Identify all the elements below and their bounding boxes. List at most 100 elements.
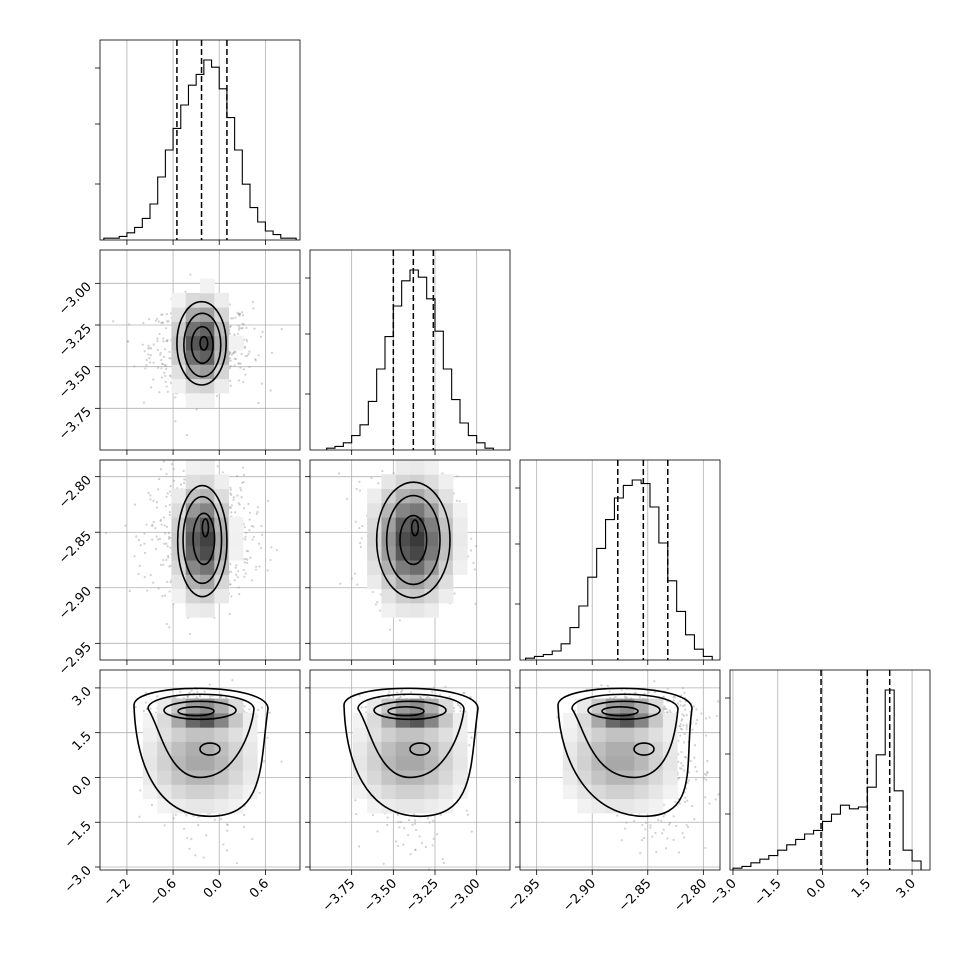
density-cell: [352, 712, 368, 728]
sample-point: [252, 525, 255, 528]
density-cell: [367, 488, 382, 504]
y-tick-label: −3.25: [56, 321, 95, 360]
sample-point: [682, 704, 685, 707]
sample-point: [374, 603, 378, 606]
sample-point: [704, 846, 707, 850]
sample-point: [229, 384, 232, 387]
density-cell: [634, 784, 650, 800]
sample-point: [197, 824, 200, 827]
density-cell: [142, 784, 158, 800]
sample-point: [439, 693, 442, 697]
density-cell: [438, 755, 454, 771]
sample-point: [160, 358, 163, 362]
sample-point: [694, 765, 697, 768]
sample-point: [159, 519, 162, 523]
density-cell: [171, 755, 187, 771]
scatter-panel-3-2: −2.95 −2.90 −2.85 −2.80: [505, 669, 721, 915]
sample-point: [414, 848, 417, 852]
density-cell: [424, 460, 440, 475]
sample-point: [242, 825, 246, 829]
sample-point: [359, 541, 362, 545]
sample-point: [382, 862, 385, 865]
x-tick-label: −2.95: [505, 876, 544, 915]
sample-point: [165, 525, 169, 528]
y-tick-label: −2.80: [56, 473, 95, 512]
density-cell: [214, 784, 230, 800]
sample-point: [248, 529, 251, 532]
sample-point: [689, 759, 692, 763]
sample-point: [251, 837, 254, 841]
sample-point: [257, 354, 260, 357]
sample-point: [676, 702, 680, 705]
sample-point: [169, 546, 172, 549]
sample-point: [157, 587, 160, 590]
sample-point: [155, 506, 159, 509]
sample-point: [229, 486, 232, 489]
scatter-panel-2-1: [305, 459, 511, 665]
sample-point: [641, 823, 644, 827]
density-cell: [410, 712, 425, 728]
density-cell: [562, 770, 578, 785]
sample-point: [677, 739, 680, 743]
sample-point: [406, 834, 410, 837]
sample-point: [700, 712, 703, 715]
density-cell: [395, 531, 411, 547]
density-cell: [424, 474, 440, 490]
sample-point: [432, 686, 435, 689]
sample-point: [242, 473, 246, 476]
density-cell: [410, 727, 425, 742]
sample-point: [672, 838, 675, 841]
sample-point: [679, 704, 682, 707]
density-cell: [438, 588, 454, 604]
sample-point: [708, 802, 711, 805]
sample-point: [242, 568, 246, 572]
sample-point: [472, 561, 475, 564]
sample-point: [426, 817, 430, 820]
sample-point: [237, 313, 240, 316]
density-cell: [620, 784, 635, 800]
sample-point: [247, 502, 250, 506]
sample-point: [708, 716, 711, 719]
sample-point: [174, 813, 177, 816]
density-cell: [171, 292, 187, 308]
sample-point: [337, 472, 341, 475]
density-cell: [591, 798, 607, 814]
density-cell: [452, 712, 468, 728]
sample-point: [162, 337, 165, 340]
sample-point: [679, 727, 682, 730]
sample-point: [683, 733, 686, 736]
density-cell: [438, 727, 454, 742]
sample-point: [673, 696, 677, 699]
sample-point: [685, 725, 688, 728]
sample-point: [139, 544, 142, 547]
sample-point: [412, 813, 416, 816]
sample-point: [182, 469, 185, 472]
density-cell: [562, 712, 578, 728]
x-tick-label: 3.0: [894, 876, 919, 901]
x-tick-label: 0.0: [201, 876, 226, 901]
sample-point: [232, 498, 235, 501]
sample-point: [237, 312, 240, 315]
sample-point: [238, 312, 241, 315]
density-cell: [200, 278, 215, 294]
sample-point: [240, 496, 243, 499]
sample-point: [465, 809, 468, 812]
sample-point: [623, 695, 627, 698]
sample-point: [695, 722, 698, 725]
sample-point: [145, 523, 148, 526]
sample-point: [243, 705, 246, 708]
density-cell: [228, 798, 244, 814]
sample-point: [142, 322, 145, 325]
sample-point: [128, 590, 131, 593]
density-cell: [410, 474, 425, 490]
sample-point: [205, 834, 208, 837]
sample-point: [229, 359, 232, 362]
sample-point: [151, 538, 154, 541]
density-cell: [171, 588, 187, 604]
sample-point: [166, 338, 169, 342]
density-cell: [185, 460, 201, 475]
sample-point: [686, 781, 689, 784]
sample-point: [266, 736, 269, 739]
density-cell: [228, 755, 244, 771]
density-cell: [424, 798, 440, 814]
